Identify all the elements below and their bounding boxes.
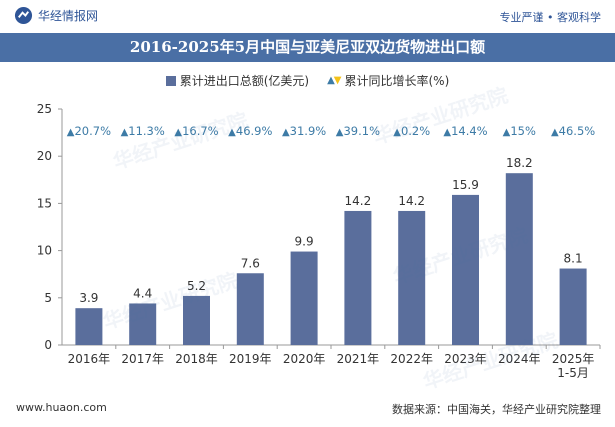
x-tick-label: 2023年 [444,352,487,366]
x-tick-label: 2017年 [121,352,164,366]
x-tick-label: 2021年 [337,352,380,366]
growth-rate-label: ▲11.3% [121,124,165,138]
growth-rate-label: ▲39.1% [336,124,380,138]
brand-logo-icon [14,6,33,25]
y-tick-label: 20 [37,149,52,163]
legend-growth-label: 累计同比增长率(%) [344,74,450,88]
bar-value-label: 8.1 [564,252,583,266]
bar [344,210,372,345]
y-tick-label: 5 [44,291,52,305]
bar [290,251,318,345]
x-tick-label: 2025年 1-5月 [552,352,595,380]
legend-item-bar: 累计进出口总额(亿美元) [165,72,310,89]
bar-value-label: 14.2 [398,194,425,208]
bar [183,295,210,345]
chart-title: 2016-2025年5月中国与亚美尼亚双边货物进出口额 [0,33,615,62]
growth-rate-label: ▲0.2% [393,124,430,138]
growth-rate-label: ▲31.9% [282,124,326,138]
bar [559,268,587,345]
top-bar: 华经情报网 专业严谨 • 客观科学 [0,0,615,32]
growth-rate-label: ▲20.7% [67,124,111,138]
growth-rate-label: ▲16.7% [174,124,218,138]
growth-rate-label: ▲46.9% [228,124,272,138]
legend-bar-swatch [165,75,176,86]
bar [452,194,479,345]
footer-source: 数据来源：中国海关，华经产业研究院整理 [392,403,601,416]
x-tick-label: 2019年 [229,352,272,366]
x-tick-label: 2020年 [283,352,326,366]
y-tick-label: 0 [44,338,52,352]
x-tick-label: 2016年 [68,352,111,366]
bar-value-label: 9.9 [295,235,314,249]
bar-value-label: 14.2 [345,194,372,208]
y-tick-label: 15 [37,196,52,210]
bar-value-label: 4.4 [133,286,152,300]
tagline: 专业严谨 • 客观科学 [499,11,601,24]
chart-legend: 累计进出口总额(亿美元) ▲▼ 累计同比增长率(%) [0,72,615,89]
bar [236,273,264,345]
x-tick-label: 2022年 [390,352,433,366]
bar-value-label: 18.2 [506,156,533,170]
bar [129,303,157,345]
growth-rate-label: ▲14.4% [443,124,487,138]
y-tick-label: 25 [37,102,52,116]
growth-rate-label: ▲15% [503,124,536,138]
bar-value-label: 7.6 [241,256,260,270]
growth-rate-label: ▲46.5% [551,124,595,138]
legend-bar-label: 累计进出口总额(亿美元) [179,74,310,88]
x-tick-label: 2024年 [498,352,541,366]
bar [505,173,533,345]
bar [75,308,103,345]
bar-value-label: 3.9 [79,291,98,305]
y-tick-label: 10 [37,244,52,258]
brand: 华经情报网 [14,6,98,25]
bar [398,210,426,345]
legend-triangle-icon: ▲▼ [327,75,341,86]
bar-value-label: 15.9 [452,178,479,192]
legend-item-growth: ▲▼ 累计同比增长率(%) [327,72,449,89]
footer-website: www.huaon.com [16,401,107,414]
brand-name: 华经情报网 [38,9,99,23]
bar-value-label: 5.2 [187,279,206,293]
x-tick-label: 2018年 [175,352,218,366]
